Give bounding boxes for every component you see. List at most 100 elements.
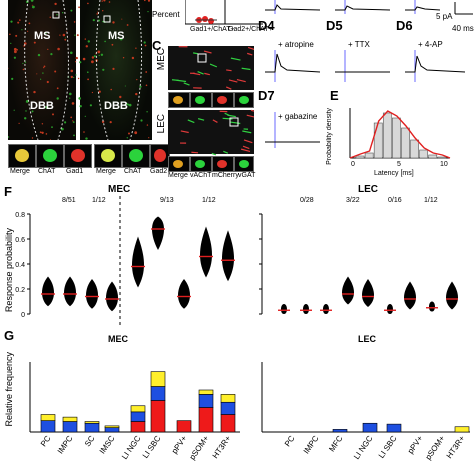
speckle (75, 74, 77, 76)
f-mec-violin (152, 216, 164, 250)
speckle (70, 51, 73, 55)
f-mec-violin (64, 276, 76, 307)
fiber (209, 63, 218, 68)
speckle (82, 57, 86, 61)
f-mec-violin (178, 279, 190, 309)
roi-box (197, 53, 207, 63)
thumb-c5 (168, 156, 190, 172)
speckle (139, 85, 142, 88)
speckle (21, 29, 23, 31)
dbb-label-1: DBB (30, 100, 54, 112)
speckle (31, 4, 33, 6)
fiber (227, 114, 236, 118)
f-mec-violin (200, 226, 212, 278)
panel-d6-letter: D6 (396, 18, 413, 33)
g-mec-xlabel: HT3R+ (211, 434, 233, 460)
speckle (42, 72, 44, 74)
speckle (126, 24, 129, 26)
speckle (108, 1, 111, 3)
thumb-gad2 (150, 144, 170, 168)
thumb-chat-2 (122, 144, 150, 168)
fiber (197, 118, 205, 121)
speckle (111, 43, 114, 46)
speckle (30, 0, 34, 2)
f-tick-label: 0 (21, 312, 25, 319)
speckle (47, 48, 49, 51)
f-count-bot: 1/12 (202, 197, 216, 204)
f-lec-violin (323, 304, 329, 315)
g-mec-bar-blue (62, 421, 78, 433)
e-bar (401, 127, 410, 159)
fiber (247, 52, 253, 56)
f-mec-violin (86, 279, 98, 309)
speckle (54, 70, 57, 73)
speckle (31, 137, 34, 139)
speckle (144, 44, 147, 47)
speckle (128, 132, 130, 135)
fiber (247, 46, 254, 51)
speckle (76, 34, 79, 37)
panel-f-ylabel: Response probability (4, 228, 14, 313)
f-count-bot: 8/51 (62, 197, 76, 204)
label-merge-2: Merge (96, 168, 116, 175)
g-mec-bar-yellow (84, 421, 100, 424)
e-bar (428, 154, 438, 159)
e-bar (392, 117, 401, 159)
f-lec-violin (362, 279, 374, 307)
speckle (49, 16, 51, 18)
fiber (183, 82, 190, 86)
g-mec-bar-yellow (62, 416, 78, 422)
speckle (22, 68, 25, 71)
speckle (8, 136, 10, 138)
speckle (33, 90, 36, 94)
speckle (15, 34, 18, 37)
speckle (84, 38, 87, 40)
fiber (171, 79, 180, 82)
speckle (135, 47, 137, 49)
e-bar (382, 112, 392, 159)
g-mec-bar-red (130, 421, 146, 433)
d4-condition: + atropine (278, 40, 314, 49)
panel-f-letter: F (4, 184, 12, 199)
thumb-c8 (234, 156, 254, 172)
speckle (43, 67, 45, 69)
panel-e-xlabel: Latency [ms] (374, 170, 414, 177)
panel-e-tick-0: 0 (351, 161, 355, 168)
speckle (91, 56, 95, 59)
speckle (119, 95, 122, 99)
speckle (19, 19, 21, 21)
speckle (146, 124, 149, 126)
thumb-merge-2 (94, 144, 122, 168)
panel-g-mec-title: MEC (108, 334, 128, 344)
f-count-bot: 9/13 (160, 197, 174, 204)
speckle (147, 0, 151, 2)
f-lec-count-bot: 1/12 (424, 197, 438, 204)
fiber (192, 52, 199, 55)
speckle (73, 21, 76, 23)
speckle (148, 137, 150, 139)
speckle (78, 97, 81, 100)
speckle (104, 40, 106, 43)
speckle (13, 47, 17, 51)
g-mec-bar-yellow (150, 371, 166, 387)
speckle (121, 18, 123, 20)
fiber (230, 57, 241, 61)
speckle (70, 75, 73, 79)
f-lec-violin (404, 281, 416, 310)
f-mec-violin (42, 276, 54, 307)
scale-y-label: 5 pA (436, 12, 453, 21)
speckle (62, 33, 66, 37)
speckle (32, 5, 35, 9)
speckle (69, 97, 71, 99)
fiber (242, 145, 250, 150)
g-mec-bar-yellow (104, 425, 120, 428)
panel-c-letter: C (152, 38, 162, 53)
speckle (24, 117, 27, 120)
fiber (250, 109, 254, 112)
panel-c-label-mcherry: mCherry (212, 172, 239, 179)
speckle (56, 97, 59, 100)
g-lec-xlabel: pPV+ (406, 434, 425, 456)
g-mec-xlabel: pSOM+ (188, 434, 211, 462)
speckle (22, 62, 24, 65)
thumb-c3 (212, 92, 234, 108)
